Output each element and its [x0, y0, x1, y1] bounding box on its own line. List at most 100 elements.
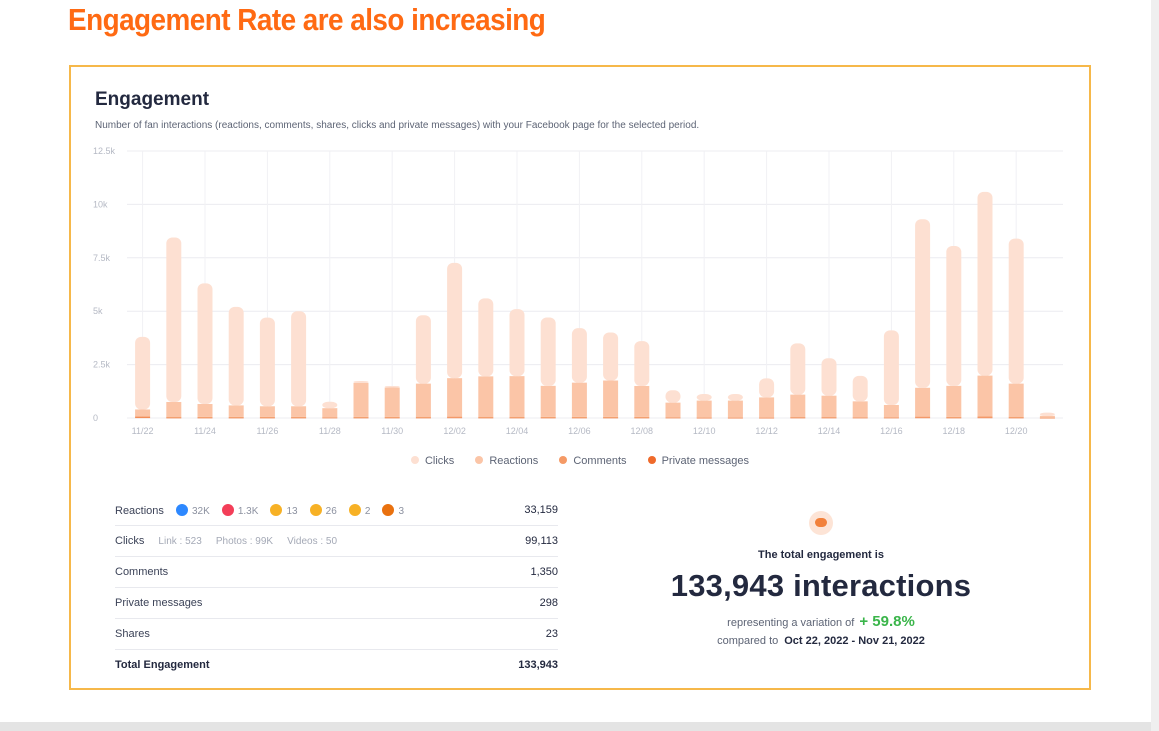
- bar-comments[interactable]: [665, 417, 681, 418]
- bar-comments[interactable]: [322, 417, 338, 418]
- bar-reactions[interactable]: [478, 376, 494, 417]
- bar-private-messages[interactable]: [759, 417, 775, 419]
- bar-comments[interactable]: [883, 417, 899, 418]
- bar-clicks[interactable]: [322, 401, 338, 409]
- bar-private-messages[interactable]: [478, 417, 494, 419]
- bar-private-messages[interactable]: [634, 417, 650, 419]
- bar-clicks[interactable]: [727, 393, 743, 401]
- bar-clicks[interactable]: [353, 381, 369, 383]
- bar-private-messages[interactable]: [447, 417, 463, 419]
- bar-private-messages[interactable]: [915, 417, 931, 419]
- bar-comments[interactable]: [696, 417, 712, 418]
- bar-clicks[interactable]: [259, 317, 275, 407]
- bar-reactions[interactable]: [759, 397, 775, 418]
- bar-clicks[interactable]: [228, 306, 244, 406]
- bar-private-messages[interactable]: [135, 417, 151, 419]
- bar-clicks[interactable]: [852, 375, 868, 402]
- bar-comments[interactable]: [727, 417, 743, 418]
- bar-reactions[interactable]: [634, 385, 650, 417]
- bar-private-messages[interactable]: [259, 417, 275, 419]
- bar-reactions[interactable]: [603, 380, 619, 417]
- bar-private-messages[interactable]: [384, 417, 400, 419]
- bar-reactions[interactable]: [447, 378, 463, 417]
- bar-comments[interactable]: [946, 416, 962, 418]
- bar-private-messages[interactable]: [790, 417, 806, 419]
- bar-clicks[interactable]: [665, 390, 681, 403]
- bar-private-messages[interactable]: [353, 417, 369, 419]
- bar-clicks[interactable]: [696, 393, 712, 401]
- bar-private-messages[interactable]: [946, 417, 962, 419]
- bar-private-messages[interactable]: [665, 417, 681, 419]
- bar-clicks[interactable]: [603, 332, 619, 381]
- bar-reactions[interactable]: [883, 404, 899, 418]
- bar-private-messages[interactable]: [228, 417, 244, 419]
- bar-private-messages[interactable]: [291, 417, 307, 419]
- bar-comments[interactable]: [540, 416, 556, 418]
- bar-private-messages[interactable]: [603, 417, 619, 419]
- bar-comments[interactable]: [259, 416, 275, 418]
- bar-comments[interactable]: [197, 416, 213, 418]
- bar-comments[interactable]: [915, 416, 931, 418]
- bar-clicks[interactable]: [571, 328, 587, 383]
- bar-comments[interactable]: [1039, 417, 1055, 419]
- bar-comments[interactable]: [384, 416, 400, 418]
- bar-reactions[interactable]: [259, 406, 275, 417]
- bar-private-messages[interactable]: [727, 417, 743, 419]
- bar-reactions[interactable]: [946, 385, 962, 417]
- bar-reactions[interactable]: [384, 387, 400, 417]
- bar-private-messages[interactable]: [977, 417, 993, 419]
- bar-comments[interactable]: [228, 416, 244, 418]
- bar-comments[interactable]: [1008, 416, 1024, 418]
- bar-comments[interactable]: [634, 416, 650, 418]
- bar-private-messages[interactable]: [821, 417, 837, 419]
- bar-comments[interactable]: [603, 416, 619, 418]
- bar-reactions[interactable]: [790, 394, 806, 418]
- bar-comments[interactable]: [447, 416, 463, 418]
- bar-clicks[interactable]: [415, 315, 431, 384]
- bar-private-messages[interactable]: [509, 417, 525, 419]
- bar-reactions[interactable]: [415, 383, 431, 417]
- bar-reactions[interactable]: [821, 395, 837, 418]
- bar-reactions[interactable]: [571, 382, 587, 417]
- bar-clicks[interactable]: [883, 330, 899, 405]
- bar-reactions[interactable]: [1039, 415, 1055, 418]
- bar-private-messages[interactable]: [197, 417, 213, 419]
- bar-clicks[interactable]: [977, 191, 993, 376]
- bar-private-messages[interactable]: [696, 417, 712, 419]
- bar-reactions[interactable]: [540, 385, 556, 417]
- bar-reactions[interactable]: [1008, 383, 1024, 417]
- bar-comments[interactable]: [821, 417, 837, 418]
- bar-private-messages[interactable]: [852, 417, 868, 419]
- bar-clicks[interactable]: [790, 343, 806, 395]
- bar-private-messages[interactable]: [540, 417, 556, 419]
- bar-comments[interactable]: [790, 417, 806, 418]
- bar-clicks[interactable]: [915, 219, 931, 388]
- bar-private-messages[interactable]: [883, 417, 899, 419]
- bar-clicks[interactable]: [759, 378, 775, 398]
- bar-comments[interactable]: [571, 416, 587, 418]
- bar-private-messages[interactable]: [571, 417, 587, 419]
- bar-clicks[interactable]: [291, 311, 307, 407]
- bar-reactions[interactable]: [727, 400, 743, 418]
- bar-comments[interactable]: [291, 416, 307, 418]
- bar-clicks[interactable]: [509, 309, 525, 377]
- bar-reactions[interactable]: [509, 376, 525, 417]
- bar-clicks[interactable]: [166, 237, 182, 402]
- legend-item-clicks[interactable]: Clicks: [410, 455, 454, 467]
- bar-comments[interactable]: [852, 417, 868, 418]
- bar-comments[interactable]: [166, 416, 182, 418]
- bar-comments[interactable]: [509, 416, 525, 418]
- bar-private-messages[interactable]: [415, 417, 431, 419]
- bar-comments[interactable]: [977, 416, 993, 418]
- bar-clicks[interactable]: [447, 262, 463, 379]
- bar-clicks[interactable]: [1008, 238, 1024, 384]
- bar-clicks[interactable]: [1039, 412, 1055, 416]
- bar-reactions[interactable]: [696, 400, 712, 418]
- bar-reactions[interactable]: [977, 375, 993, 417]
- bar-reactions[interactable]: [353, 382, 369, 417]
- bar-clicks[interactable]: [821, 358, 837, 396]
- bar-reactions[interactable]: [228, 405, 244, 417]
- bar-reactions[interactable]: [166, 401, 182, 417]
- bar-reactions[interactable]: [852, 401, 868, 418]
- bar-clicks[interactable]: [634, 341, 650, 386]
